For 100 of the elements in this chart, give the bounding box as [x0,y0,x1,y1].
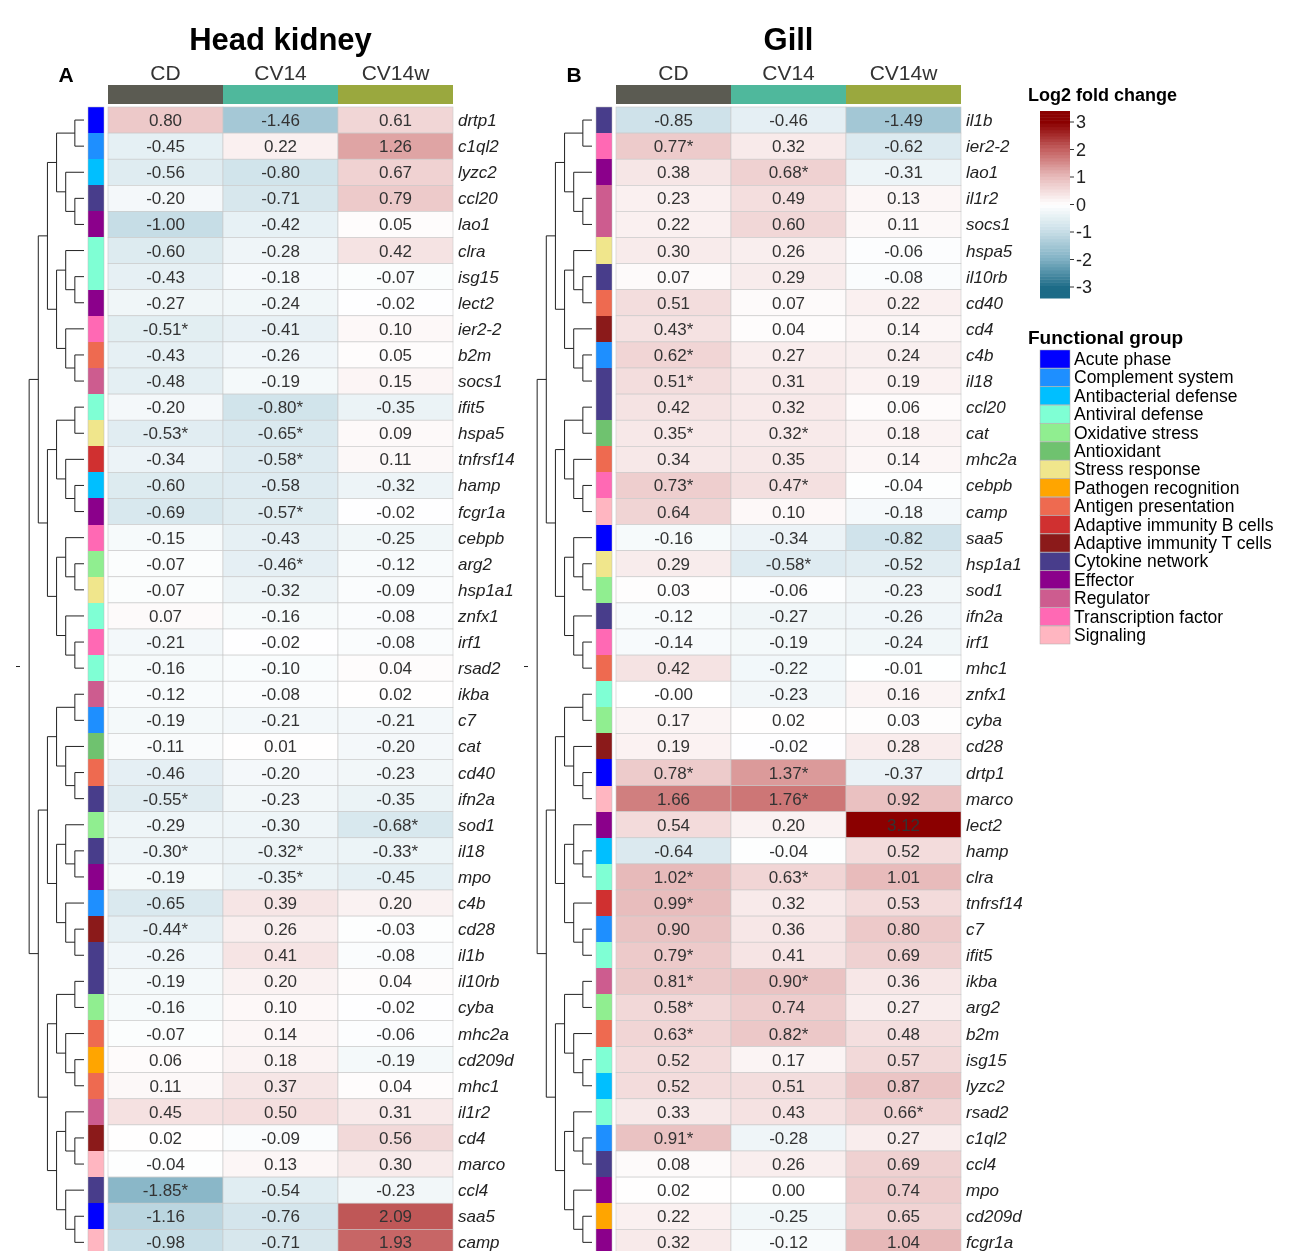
x-tick-label: CD [150,61,181,84]
data-label: 0.51 [656,293,691,313]
data-label: 0.57 [886,1050,921,1070]
color-bar-label: -1 [1076,222,1093,242]
data-label: 0.53 [886,894,921,914]
data-label: -0.71 [261,1233,300,1251]
data-label: 0.20 [771,815,806,835]
data-label: -0.58* [257,450,304,470]
data-label: 0.02 [656,1181,691,1201]
data-label: -0.01 [884,659,923,679]
y-tick-label: tnfrsf14 [966,894,1023,914]
data-label: -0.07 [146,1024,185,1044]
data-label: 0.42 [656,659,691,679]
data-label: 0.20 [378,894,413,914]
y-tick-label: irf1 [966,633,990,653]
data-label: 0.24 [886,345,921,365]
data-label: -0.12 [376,554,415,574]
color-bar-label: 2 [1076,139,1087,160]
data-label: 0.60 [771,215,806,235]
data-label: -0.19 [376,1050,415,1070]
data-label: 0.73* [653,476,694,496]
data-label: -0.20 [376,737,415,757]
data-label: -0.62 [884,137,923,157]
y-tick-label: znfx1 [457,606,499,626]
data-label: 0.10 [771,502,806,522]
data-label: 0.22 [656,1207,691,1227]
data-label: -0.16 [146,998,185,1018]
category-label: Oxidative stress [1074,422,1199,443]
data-label: -0.51* [142,319,189,339]
y-tick-label: drtp1 [458,111,497,131]
data-label: -0.48 [146,372,185,392]
x-tick-label: CV14w [361,61,431,84]
y-tick-label: c4b [458,894,486,914]
data-label: -0.29 [146,815,185,835]
y-tick-label: cat [458,737,482,757]
data-label: -0.09 [376,580,415,600]
data-label: -0.07 [146,554,185,574]
data-label: -0.69 [146,502,185,522]
data-label: -0.23 [376,763,415,783]
data-label: 0.27 [886,998,921,1018]
data-label: 0.17 [656,711,691,731]
y-tick-label: lyzc2 [458,163,498,183]
data-label: 0.13 [886,189,921,209]
y-tick-label: sod1 [458,815,495,835]
data-label: -0.02 [769,737,808,757]
data-label: -0.12 [146,685,185,705]
data-label: -0.98 [146,1233,185,1251]
data-label: -0.27 [146,293,185,313]
y-tick-label: ifit5 [458,398,485,418]
data-label: 0.23 [656,189,691,209]
data-label: 0.18 [886,424,921,444]
data-label: -0.80* [257,398,304,418]
chart-title: Head kidney [189,22,373,57]
data-label: 0.30 [378,1155,413,1175]
data-label: -0.16 [146,659,185,679]
data-label: 0.10 [263,998,298,1018]
data-label: -0.18 [884,502,923,522]
y-tick-label: mhc1 [966,659,1008,679]
y-tick-label: arg2 [966,998,1001,1018]
data-label: 0.37 [263,1076,298,1096]
data-label: -0.08 [376,633,415,653]
y-tick-label: cd4 [966,319,994,339]
color-bar-label: -2 [1076,249,1093,270]
data-label: 0.26 [771,241,806,261]
y-tick-label: cebpb [458,528,505,548]
y-tick-label: mhc1 [458,1076,500,1096]
data-label: 0.50 [263,1102,298,1122]
data-label: 0.09 [378,424,413,444]
data-label: -0.41 [261,319,300,339]
data-label: 0.19 [886,372,921,392]
y-tick-label: mpo [966,1181,1000,1201]
data-label: -1.00 [146,215,185,235]
category-label: Regulator [1074,588,1151,609]
data-label: -0.12 [654,606,693,626]
data-label: 0.02 [771,711,806,731]
data-label: -0.57* [257,502,304,522]
data-label: 0.49 [771,189,806,209]
data-label: -0.21 [376,711,415,731]
data-label: -0.02 [376,293,415,313]
data-label: -0.71 [261,189,300,209]
data-label: -0.43 [146,267,185,287]
data-label: 0.13 [263,1155,298,1175]
color-bar-label: 3 [1076,112,1087,132]
data-label: 0.03 [656,580,691,600]
data-label: 0.33 [656,1102,691,1122]
data-label: -0.02 [261,633,300,653]
data-label: -0.26 [146,946,185,966]
y-tick-label: lao1 [966,163,999,183]
y-tick-label: il1b [458,946,485,966]
y-tick-label: c1ql2 [458,137,500,157]
y-tick-label: rsad2 [458,659,502,679]
data-label: 0.47* [768,476,809,496]
y-tick-label: ifit5 [966,946,993,966]
data-label: -0.12 [769,1233,808,1251]
data-label: -0.00 [654,685,693,705]
color-bar-label: 0 [1076,194,1087,215]
data-label: -0.23 [261,789,300,809]
data-label: 0.05 [378,215,413,235]
data-label: 0.80 [886,920,921,940]
data-label: 0.62* [653,345,694,365]
